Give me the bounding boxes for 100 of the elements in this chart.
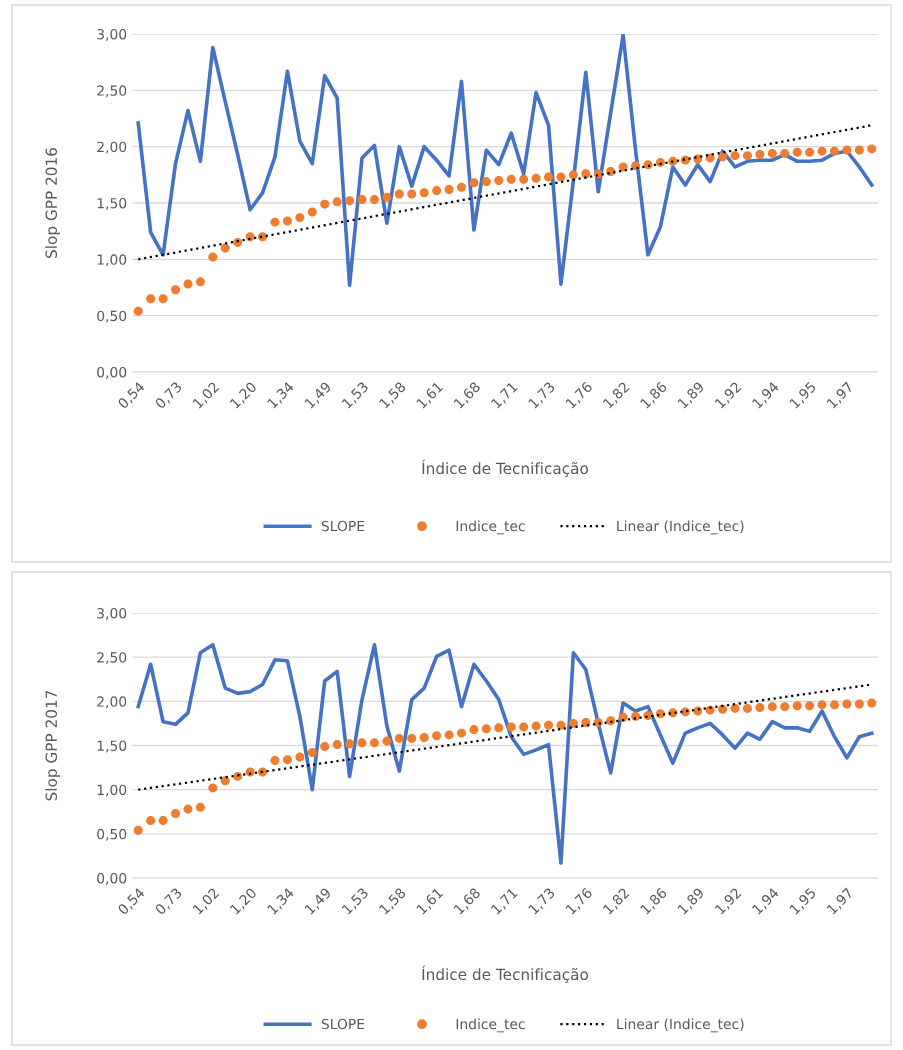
point — [817, 146, 827, 156]
y-tick-label: 1,50 — [97, 740, 127, 753]
point — [780, 148, 790, 158]
point — [369, 195, 379, 205]
point — [519, 722, 529, 732]
legend-label: SLOPE — [321, 1018, 365, 1030]
point — [320, 741, 330, 751]
y-tick-label: 1,00 — [97, 254, 127, 267]
point — [854, 145, 864, 155]
point — [506, 174, 516, 184]
point — [494, 175, 504, 185]
point — [792, 147, 802, 157]
legend-label: SLOPE — [321, 520, 365, 532]
point — [419, 733, 429, 743]
point — [842, 699, 852, 709]
y-tick-label: 0,50 — [97, 310, 127, 323]
line-series — [136, 642, 874, 865]
y-tick-label: 1,50 — [97, 197, 127, 210]
point — [220, 243, 230, 253]
point — [817, 700, 827, 710]
point — [158, 816, 168, 826]
y-tick-label: 2,50 — [97, 85, 127, 98]
point — [357, 195, 367, 205]
point — [146, 294, 156, 304]
point — [444, 730, 454, 740]
point — [742, 151, 752, 161]
point — [282, 755, 292, 765]
x-axis-title: Índice de Tecnificação — [422, 459, 589, 477]
point — [544, 720, 554, 730]
point — [270, 756, 280, 766]
point — [854, 699, 864, 709]
point — [382, 736, 392, 746]
point — [394, 189, 404, 199]
point — [531, 721, 541, 731]
point — [357, 738, 367, 748]
point — [767, 148, 777, 158]
point — [718, 152, 728, 162]
point — [469, 725, 479, 735]
point — [345, 196, 355, 206]
point — [469, 178, 479, 188]
point — [407, 189, 417, 199]
point — [307, 748, 317, 758]
y-tick-label: 3,00 — [97, 607, 127, 620]
point — [494, 723, 504, 733]
point — [444, 184, 454, 194]
point — [544, 172, 554, 182]
y-tick-label: 2,00 — [97, 141, 127, 154]
point — [556, 172, 566, 182]
point — [133, 306, 143, 316]
point — [531, 173, 541, 183]
legend-label: Indice_tec — [456, 1018, 525, 1033]
point — [345, 739, 355, 749]
point — [568, 170, 578, 180]
point — [568, 718, 578, 728]
y-tick-label: 2,50 — [97, 652, 127, 665]
point — [133, 825, 143, 835]
point — [481, 724, 491, 734]
point — [332, 197, 342, 207]
point — [307, 207, 317, 217]
point — [730, 703, 740, 713]
point — [320, 199, 330, 209]
point — [158, 294, 168, 304]
point — [842, 145, 852, 155]
point — [233, 237, 243, 247]
point — [519, 174, 529, 184]
point — [208, 252, 218, 262]
point — [867, 698, 877, 708]
point — [419, 188, 429, 198]
point — [432, 731, 442, 741]
point — [730, 151, 740, 161]
point — [220, 776, 230, 786]
point — [208, 783, 218, 793]
point — [195, 277, 205, 287]
point — [792, 701, 802, 711]
x-axis-title: Índice de Tecnificação — [422, 965, 589, 983]
point — [767, 702, 777, 712]
y-tick-label: 0,00 — [97, 872, 127, 885]
point — [755, 703, 765, 713]
point — [456, 182, 466, 192]
point — [195, 802, 205, 812]
point — [742, 703, 752, 713]
point — [506, 722, 516, 732]
line-series — [136, 34, 874, 288]
point — [332, 740, 342, 750]
point — [407, 733, 417, 743]
y-tick-label: 0,50 — [97, 828, 127, 841]
point — [780, 702, 790, 712]
point — [718, 704, 728, 714]
point — [755, 150, 765, 160]
point — [394, 733, 404, 743]
point — [867, 144, 877, 154]
point — [270, 217, 280, 227]
y-tick-label: 3,00 — [97, 28, 127, 41]
y-tick-label: 0,00 — [97, 366, 127, 379]
point — [183, 804, 193, 814]
point — [805, 147, 815, 157]
y-axis-title: Slop GPP 2016 — [45, 148, 60, 258]
point — [369, 738, 379, 748]
point — [146, 816, 156, 826]
point — [282, 216, 292, 226]
